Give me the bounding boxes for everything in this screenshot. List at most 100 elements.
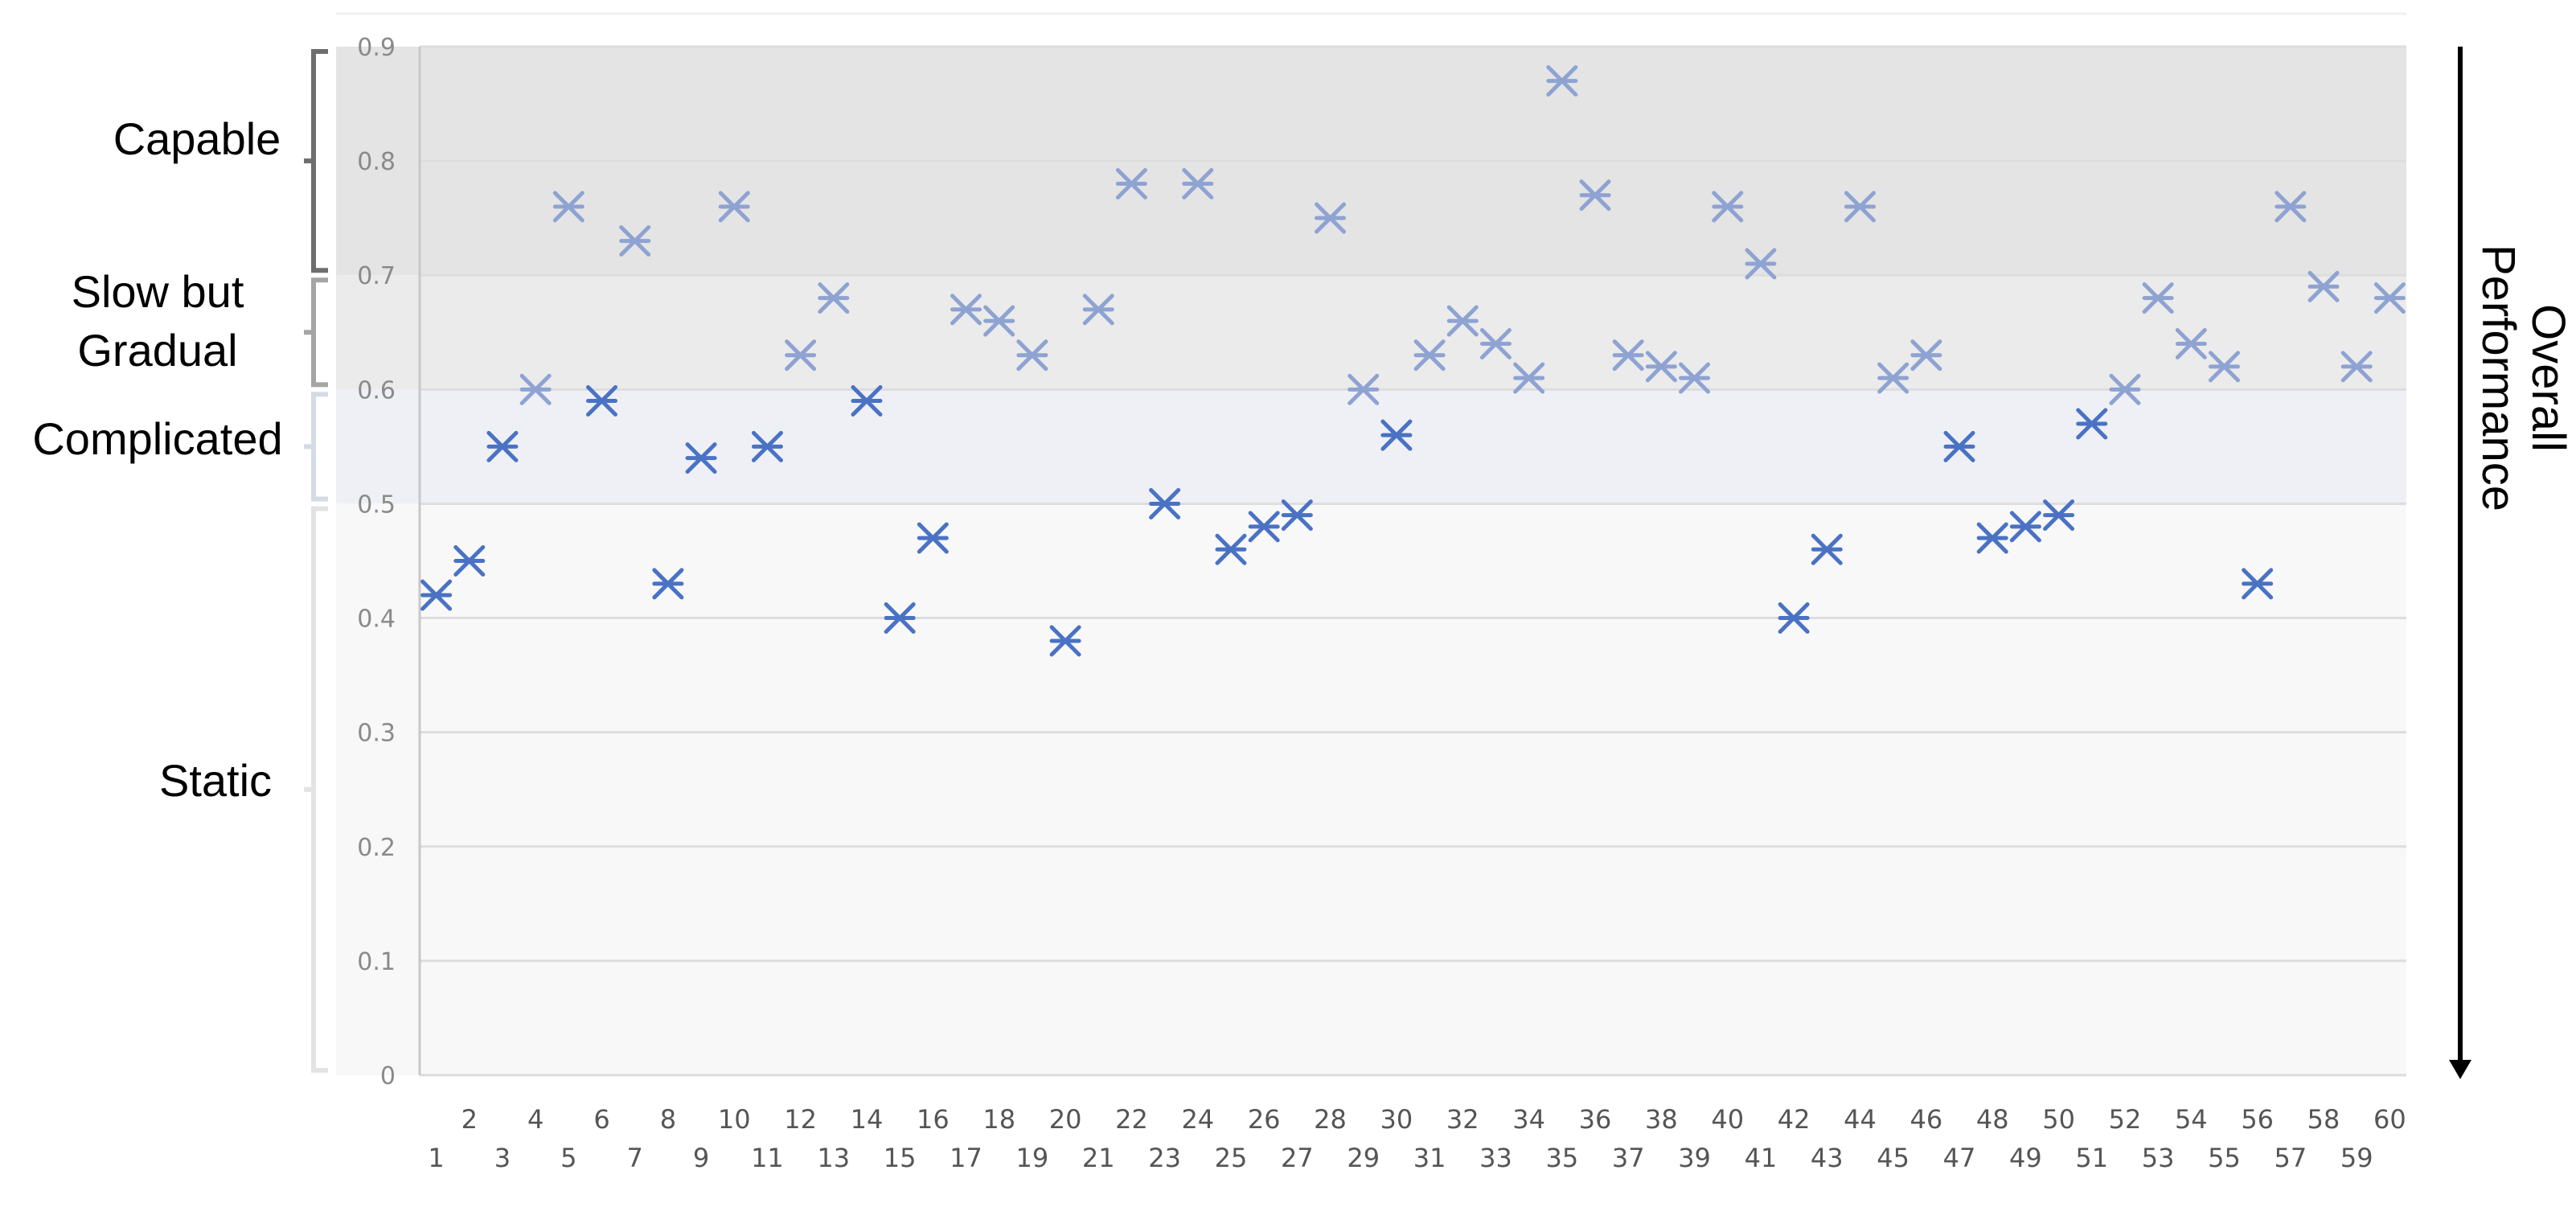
data-points: [420, 65, 2406, 657]
point-5: [552, 191, 585, 223]
point-51: [2076, 408, 2108, 440]
point-31: [1413, 339, 1446, 372]
point-52: [2109, 373, 2141, 405]
x-tick-32: 32: [1446, 1104, 1479, 1135]
x-tick-44: 44: [1844, 1104, 1877, 1135]
x-tick-18: 18: [982, 1104, 1015, 1135]
point-40: [1712, 191, 1744, 223]
point-45: [1877, 362, 1909, 394]
point-4: [519, 373, 552, 405]
point-58: [2307, 270, 2340, 302]
x-tick-14: 14: [851, 1104, 884, 1135]
band-label-capable-text: Capable: [113, 113, 281, 164]
point-12: [785, 339, 817, 372]
x-tick-57: 57: [2274, 1143, 2307, 1173]
y-tick-0.6: 0.6: [357, 376, 396, 404]
point-19: [1016, 339, 1048, 372]
x-tick-55: 55: [2208, 1143, 2241, 1173]
x-tick-22: 22: [1115, 1104, 1148, 1135]
x-tick-19: 19: [1016, 1143, 1049, 1173]
band-label-complicated: Complicated: [32, 413, 282, 464]
x-tick-49: 49: [2009, 1143, 2042, 1173]
band-label-complicated-text: Complicated: [32, 413, 282, 464]
x-tick-52: 52: [2109, 1104, 2142, 1135]
y-tick-labels: 0 0.1 0.2 0.3 0.4 0.5 0.6 0.7 0.8 0.9: [357, 34, 396, 1090]
x-tick-33: 33: [1479, 1143, 1512, 1173]
point-50: [2043, 499, 2075, 532]
point-23: [1149, 487, 1181, 519]
x-tick-54: 54: [2175, 1104, 2208, 1135]
point-56: [2242, 568, 2274, 600]
x-tick-37: 37: [1612, 1143, 1645, 1173]
point-27: [1281, 499, 1313, 532]
point-3: [486, 430, 519, 462]
point-39: [1679, 362, 1711, 394]
x-tick-31: 31: [1413, 1143, 1446, 1173]
point-33: [1479, 327, 1512, 359]
point-8: [652, 568, 684, 600]
x-tick-8: 8: [660, 1104, 676, 1135]
y-axis-title: Overall Performance: [2472, 244, 2574, 511]
gridlines: [336, 12, 2406, 1077]
point-6: [586, 385, 618, 417]
x-tick-labels: 1234567891011121314151617181920212223242…: [428, 1104, 2406, 1173]
x-tick-56: 56: [2241, 1104, 2274, 1135]
point-2: [453, 545, 486, 577]
x-tick-34: 34: [1512, 1104, 1545, 1135]
point-53: [2142, 282, 2174, 314]
point-1: [420, 579, 453, 611]
point-11: [751, 430, 783, 462]
band-brackets: [304, 49, 328, 1073]
y-tick-0.7: 0.7: [357, 262, 396, 290]
x-tick-35: 35: [1545, 1143, 1578, 1173]
bracket-slow-but-gradual: [304, 277, 328, 388]
bracket-capable: [304, 49, 328, 273]
x-tick-13: 13: [817, 1143, 850, 1173]
x-tick-15: 15: [884, 1143, 917, 1173]
x-tick-48: 48: [1976, 1104, 2009, 1135]
point-57: [2275, 191, 2307, 223]
arrow-head: [2449, 1060, 2471, 1079]
x-tick-45: 45: [1877, 1143, 1909, 1173]
point-20: [1049, 625, 1081, 657]
point-28: [1315, 202, 1347, 234]
y-axis-title-line1: Overall: [2522, 304, 2574, 452]
band-label-static: Static: [159, 755, 272, 806]
point-25: [1215, 533, 1247, 565]
x-tick-20: 20: [1049, 1104, 1082, 1135]
y-tick-0.5: 0.5: [357, 491, 396, 519]
point-41: [1745, 248, 1777, 280]
point-13: [818, 282, 850, 314]
point-14: [851, 385, 883, 417]
point-9: [685, 442, 717, 474]
x-tick-28: 28: [1314, 1104, 1347, 1135]
x-tick-47: 47: [1943, 1143, 1976, 1173]
point-26: [1248, 511, 1280, 543]
y-tick-0.2: 0.2: [357, 834, 396, 862]
x-tick-16: 16: [917, 1104, 950, 1135]
x-tick-25: 25: [1215, 1143, 1248, 1173]
x-tick-50: 50: [2042, 1104, 2075, 1135]
x-tick-46: 46: [1909, 1104, 1942, 1135]
x-tick-59: 59: [2340, 1143, 2373, 1173]
x-tick-26: 26: [1248, 1104, 1281, 1135]
point-60: [2373, 282, 2406, 314]
x-tick-6: 6: [593, 1104, 609, 1135]
point-32: [1446, 305, 1479, 337]
y-axis-arrow: [2449, 47, 2471, 1079]
point-42: [1778, 602, 1810, 634]
point-43: [1811, 533, 1843, 565]
x-tick-24: 24: [1181, 1104, 1214, 1135]
x-tick-51: 51: [2075, 1143, 2108, 1173]
x-tick-53: 53: [2142, 1143, 2175, 1173]
point-36: [1579, 179, 1611, 211]
point-22: [1115, 168, 1147, 200]
x-tick-4: 4: [527, 1104, 544, 1135]
point-37: [1612, 339, 1644, 372]
point-16: [917, 522, 949, 554]
point-15: [884, 602, 916, 634]
bracket-complicated: [304, 392, 328, 502]
x-tick-5: 5: [560, 1143, 576, 1173]
x-tick-27: 27: [1281, 1143, 1314, 1173]
